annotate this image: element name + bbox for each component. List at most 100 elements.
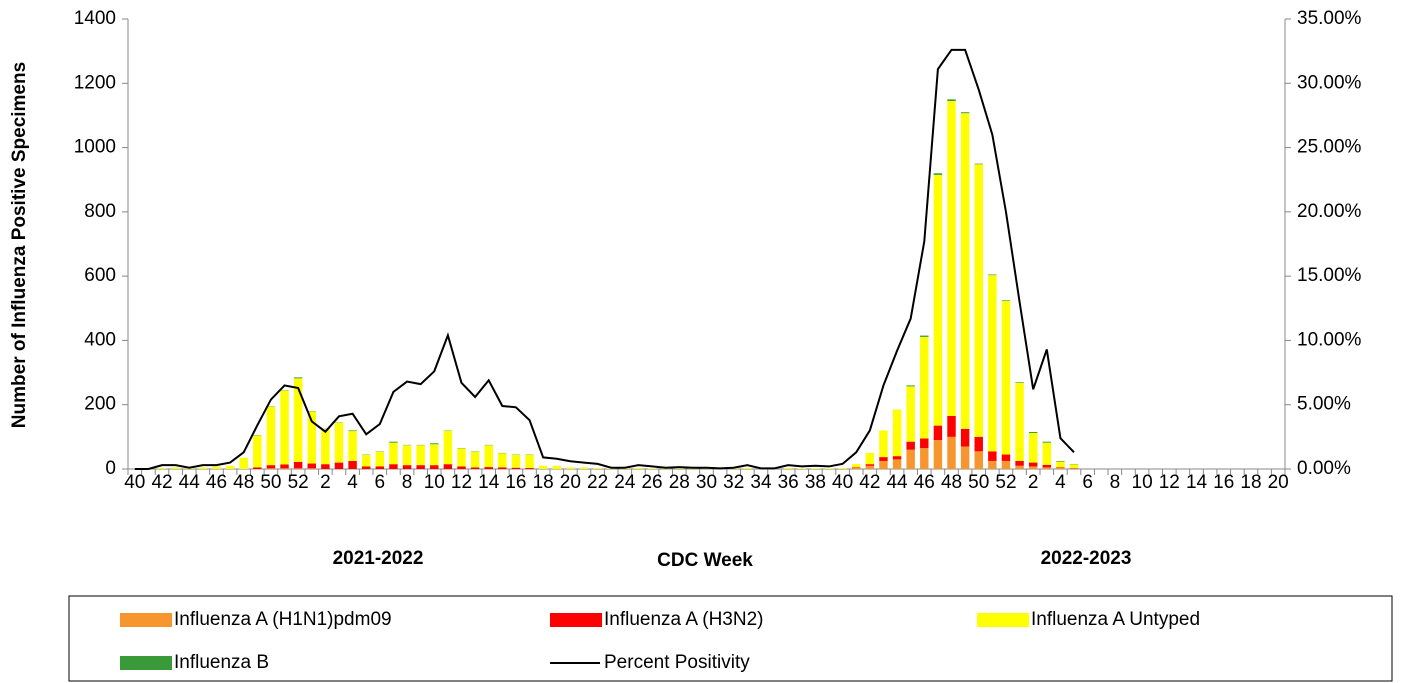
- bar: [307, 463, 316, 469]
- x-tick-label: 10: [1132, 472, 1153, 493]
- season-label: 2021-2022: [333, 548, 424, 569]
- bar: [457, 466, 466, 469]
- bar: [974, 163, 983, 165]
- bar: [430, 444, 439, 466]
- bar: [361, 454, 371, 467]
- bar: [525, 468, 534, 469]
- bar: [1042, 441, 1052, 443]
- bar: [988, 451, 997, 461]
- x-tick-label: 40: [832, 472, 853, 493]
- x-tick-label: 4: [1055, 472, 1066, 493]
- bar: [933, 174, 943, 426]
- line: [134, 48, 1075, 470]
- bar: [498, 467, 507, 469]
- bar: [865, 452, 875, 465]
- bar: [1042, 467, 1052, 469]
- bar: [280, 468, 289, 469]
- y-tick-label: 0: [105, 458, 116, 479]
- bar: [266, 406, 276, 466]
- bar: [811, 468, 820, 469]
- bar: [1056, 460, 1065, 462]
- bar: [783, 468, 793, 469]
- x-tick-label: 50: [260, 472, 281, 493]
- bar: [838, 468, 847, 469]
- legend-label: Percent Positivity: [604, 652, 750, 673]
- x-tick-label: 44: [886, 472, 908, 493]
- bar: [389, 464, 398, 469]
- x-tick-label: 36: [778, 472, 799, 493]
- bar: [906, 449, 915, 469]
- x-tick-label: 22: [587, 472, 608, 493]
- bar: [375, 466, 385, 469]
- bar: [974, 436, 983, 452]
- bar: [1001, 460, 1011, 469]
- bar: [933, 425, 943, 441]
- bar: [484, 467, 493, 469]
- bar: [443, 464, 453, 469]
- y-tick-label: 400: [84, 329, 116, 350]
- x-tick-label: 12: [451, 472, 472, 493]
- bar: [293, 378, 303, 462]
- bar: [1056, 467, 1065, 469]
- bar: [552, 465, 561, 469]
- x-tick-label: 46: [206, 472, 227, 493]
- bar: [266, 465, 276, 469]
- bar: [797, 468, 807, 469]
- bar: [1001, 300, 1011, 301]
- bar: [280, 464, 289, 469]
- y-tick-label: 800: [84, 201, 116, 222]
- x-tick-label: 6: [375, 472, 386, 493]
- bar: [647, 468, 657, 469]
- bar: [852, 467, 861, 469]
- bar: [470, 451, 480, 468]
- x-tick-label: 20: [560, 472, 581, 493]
- x-axis-label: CDC Week: [657, 550, 753, 571]
- bar: [511, 467, 521, 469]
- x-tick-label: 48: [941, 472, 962, 493]
- legend-label: Influenza A (H3N2): [604, 609, 763, 630]
- bar: [389, 441, 398, 443]
- bar: [906, 441, 915, 450]
- bar: [933, 440, 943, 469]
- x-tick-label: 40: [124, 472, 145, 493]
- bar: [920, 336, 929, 439]
- bar: [865, 465, 875, 469]
- bar: [321, 429, 330, 465]
- bar: [1028, 462, 1038, 467]
- bar: [280, 390, 289, 465]
- bar: [1069, 468, 1079, 469]
- bar: [1028, 466, 1038, 469]
- x-tick-label: 42: [151, 472, 172, 493]
- legend-label: Influenza A (H1N1)pdm09: [174, 609, 392, 630]
- y2-tick-label: 25.00%: [1297, 137, 1362, 158]
- legend-swatch: [977, 613, 1029, 627]
- bar: [361, 466, 371, 469]
- bar: [348, 430, 357, 432]
- y2-tick-label: 15.00%: [1297, 265, 1362, 286]
- bar: [960, 113, 970, 429]
- bar: [1001, 454, 1011, 461]
- bar: [974, 451, 983, 469]
- y-tick-label: 1200: [74, 72, 116, 93]
- bar: [960, 112, 970, 114]
- bar: [212, 466, 221, 469]
- bar: [879, 460, 888, 469]
- bar: [1015, 382, 1024, 461]
- bar: [933, 173, 943, 175]
- y2-tick-label: 10.00%: [1297, 329, 1362, 350]
- x-tick-label: 38: [805, 472, 826, 493]
- x-tick-label: 20: [1268, 472, 1289, 493]
- y-axis-label: Number of Influenza Positive Specimens: [9, 62, 30, 428]
- y2-tick-label: 5.00%: [1297, 394, 1351, 415]
- x-tick-label: 8: [402, 472, 413, 493]
- y2-tick-label: 35.00%: [1297, 8, 1362, 29]
- bar: [334, 462, 344, 469]
- bar: [402, 445, 412, 466]
- bar: [974, 164, 983, 437]
- bar: [988, 275, 997, 452]
- x-tick-label: 26: [641, 472, 662, 493]
- bar: [947, 99, 956, 101]
- bar: [920, 448, 929, 469]
- bar: [865, 464, 875, 466]
